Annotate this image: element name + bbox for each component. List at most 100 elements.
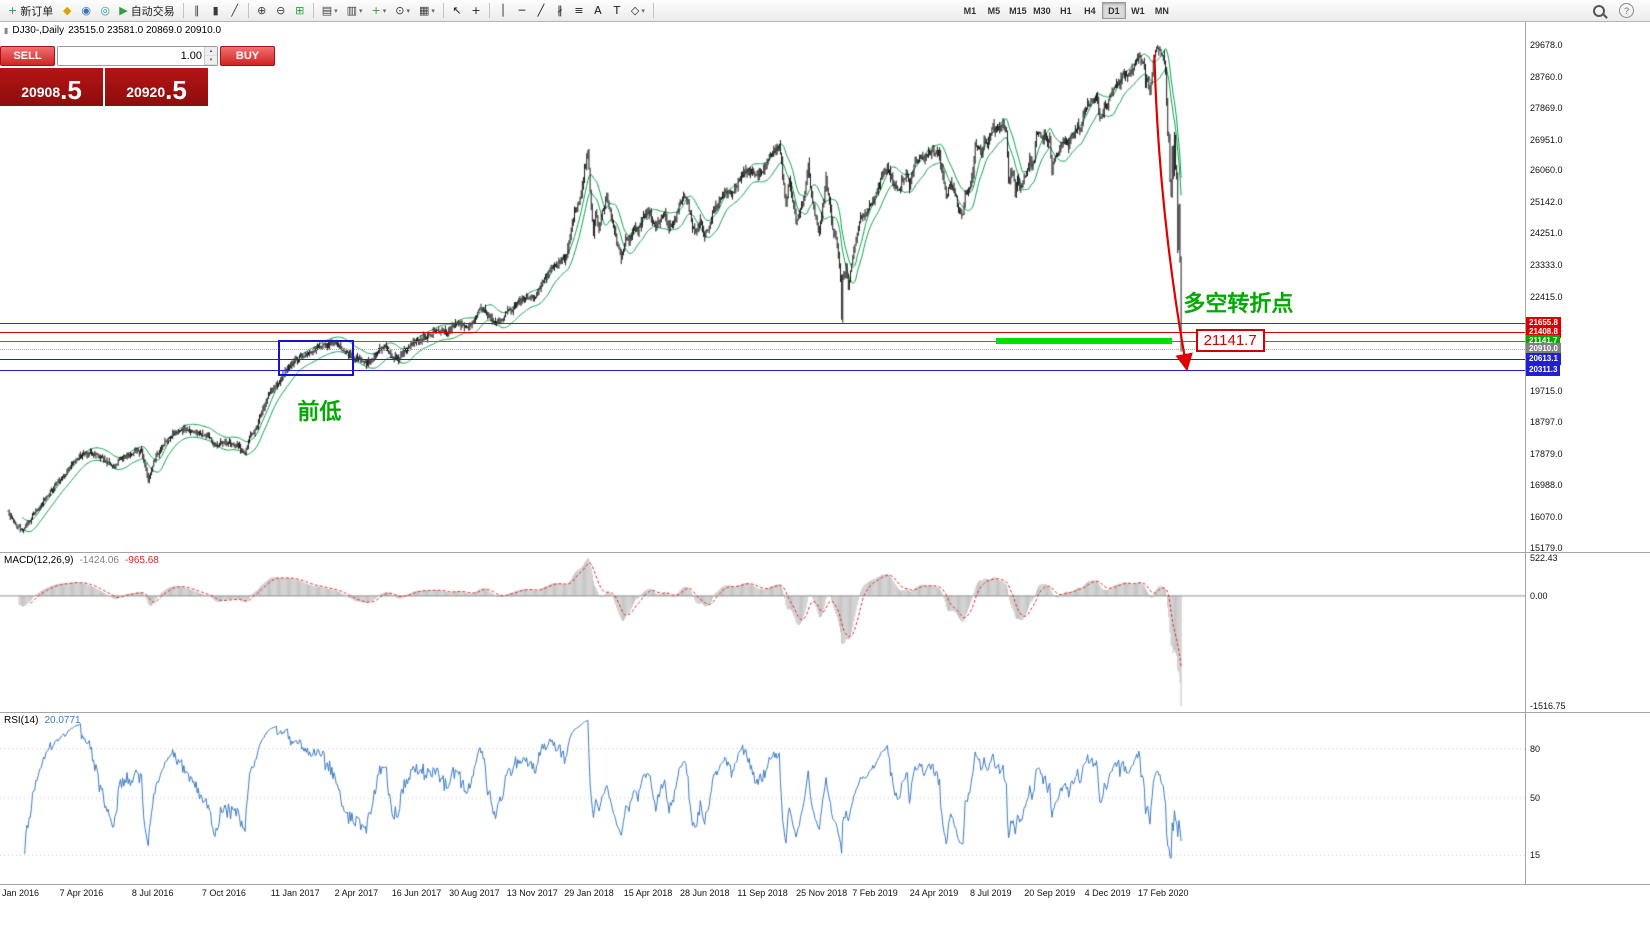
equidistant-channel-button[interactable]: ∦ [551, 2, 569, 20]
time-axis-label: 29 Jan 2018 [564, 888, 614, 898]
time-axis-label: 11 Jan 2017 [270, 888, 320, 898]
text-icon: A [594, 4, 602, 17]
turning-point-annotation[interactable]: 多空转折点 [1183, 292, 1294, 318]
horizontal-line-object[interactable] [0, 370, 1525, 371]
fibonacci-button[interactable]: ≡ [570, 2, 588, 20]
macd-indicator-header: MACD(12,26,9) -1424.06 -965.68 [4, 555, 159, 566]
price-axis-border [1525, 22, 1526, 884]
rsi-canvas[interactable] [0, 712, 1525, 884]
time-axis-label: 24 Apr 2019 [909, 888, 959, 898]
price-chart-canvas[interactable] [0, 22, 1525, 552]
horizontal-line-button[interactable]: ─ [513, 2, 531, 20]
zoom-out-icon: ⊖ [276, 4, 286, 17]
search-button[interactable] [1589, 2, 1609, 20]
templates-button[interactable]: ▦ ▾ [415, 2, 439, 20]
alerts-button[interactable]: ◎ [96, 2, 114, 20]
metaeditor-icon: ◆ [62, 4, 72, 17]
market-watch-button[interactable]: ◉ [77, 2, 95, 20]
indicators-button[interactable]: + ▾ [368, 2, 391, 20]
price-axis-tick: 27869.0 [1530, 103, 1563, 113]
trendline-button[interactable]: ╱ [532, 2, 550, 20]
periods-button[interactable]: ⊙ ▾ [391, 2, 414, 20]
time-axis-label: 8 Jul 2016 [131, 888, 174, 898]
horizontal-line-object[interactable] [0, 323, 1525, 324]
zoom-out-button[interactable]: ⊖ [272, 2, 290, 20]
time-axis-label: 28 Jun 2018 [679, 888, 730, 898]
trendline-icon: ╱ [537, 4, 545, 17]
timeframe-toolbar: M1 M5 M15 M30 H1 H4 D1 W1 MN [958, 2, 1174, 19]
horizontal-line-object[interactable] [0, 359, 1525, 360]
horizontal-line-object[interactable] [0, 341, 1525, 342]
new-order-button[interactable]: + 新订单 [4, 2, 57, 20]
panel-separator[interactable] [0, 552, 1650, 553]
volume-input[interactable] [58, 47, 204, 65]
line-chart-button[interactable]: ╱ [226, 2, 244, 20]
timeframe-h4-button[interactable]: H4 [1078, 2, 1102, 19]
time-axis-label: 25 Nov 2018 [796, 888, 848, 898]
cursor-icon: ↖ [452, 4, 462, 17]
vertical-line-button[interactable]: │ [494, 2, 512, 20]
chevron-down-icon: ▾ [382, 6, 387, 15]
time-axis-label: 17 Feb 2020 [1138, 888, 1189, 898]
new-order-label: 新订单 [20, 5, 54, 18]
vertical-line-icon: │ [499, 4, 507, 17]
shapes-button[interactable]: ◇ ▾ [627, 2, 649, 20]
chart-ohlc-values: 23515.0 23581.0 20869.0 20910.0 [68, 25, 222, 36]
help-button[interactable]: ? [1615, 2, 1638, 20]
cursor-button[interactable]: ↖ [448, 2, 466, 20]
horizontal-line-icon: ─ [518, 4, 526, 17]
timeframe-m15-button[interactable]: M15 [1006, 2, 1030, 19]
bid-price-display[interactable]: 20908 .5 [0, 68, 103, 106]
search-icon [1593, 4, 1605, 17]
ask-price-display[interactable]: 20920 .5 [105, 68, 208, 106]
timeframe-mn-button[interactable]: MN [1150, 2, 1174, 19]
time-axis-label: 7 Oct 2016 [201, 888, 246, 898]
horizontal-line-object[interactable] [0, 332, 1525, 333]
buy-button[interactable]: BUY [220, 46, 275, 66]
macd-signal-value: -965.68 [124, 555, 159, 566]
volume-up-button[interactable]: ▴ [205, 47, 217, 56]
metaeditor-button[interactable]: ◆ [58, 2, 76, 20]
panel-separator[interactable] [0, 712, 1650, 713]
periods-icon: ⊙ [395, 4, 405, 17]
support-highlight-segment[interactable] [996, 338, 1173, 345]
time-axis-label: 8 Jul 2019 [969, 888, 1012, 898]
zoom-in-button[interactable]: ⊕ [253, 2, 271, 20]
price-callout-label[interactable]: 21141.7 [1195, 329, 1265, 353]
autotrading-button[interactable]: ▶ 自动交易 [115, 2, 178, 20]
timeframe-h1-button[interactable]: H1 [1054, 2, 1078, 19]
price-axis-tick: 29678.0 [1530, 40, 1563, 50]
price-tag-label: 20311.3 [1526, 364, 1561, 376]
text-button[interactable]: A [589, 2, 607, 20]
volume-down-button[interactable]: ▾ [205, 56, 217, 65]
bar-chart-button[interactable]: ∥ [188, 2, 206, 20]
toolbar-separator [312, 3, 314, 18]
time-axis-label: 4 Dec 2019 [1084, 888, 1131, 898]
time-axis-label: 7 Apr 2016 [59, 888, 104, 898]
timeframe-m30-button[interactable]: M30 [1030, 2, 1054, 19]
chevron-down-icon: ▾ [334, 6, 338, 15]
timeframe-d1-button[interactable]: D1 [1101, 2, 1126, 19]
price-axis-tick: 23333.0 [1530, 260, 1563, 270]
new-chart-button[interactable]: ▤ ▾ [318, 2, 342, 20]
time-axis-label: 20 Sep 2019 [1024, 888, 1076, 898]
macd-canvas[interactable] [0, 552, 1525, 712]
sell-button[interactable]: SELL [0, 46, 55, 66]
time-axis-label: 15 Apr 2018 [623, 888, 673, 898]
macd-label: MACD(12,26,9) [4, 555, 74, 566]
crosshair-button[interactable]: + [467, 2, 485, 20]
volume-stepper: ▴ ▾ [57, 46, 218, 66]
timeframe-m1-button[interactable]: M1 [958, 2, 982, 19]
prev-low-annotation[interactable]: 前低 [297, 399, 342, 425]
chart-title: ▮ DJ30-,Daily 23515.0 23581.0 20869.0 20… [4, 25, 221, 36]
candlestick-chart-button[interactable]: ▮ [207, 2, 225, 20]
timeframe-w1-button[interactable]: W1 [1126, 2, 1150, 19]
price-axis-tick: 22415.0 [1530, 292, 1563, 302]
text-label-button[interactable]: T [608, 2, 626, 20]
tile-windows-button[interactable]: ⊞ [291, 2, 309, 20]
consolidation-range-box[interactable] [278, 340, 354, 376]
horizontal-line-object[interactable] [0, 349, 1525, 350]
time-axis-label: 2 Apr 2017 [334, 888, 379, 898]
profiles-button[interactable]: ▥ ▾ [343, 2, 367, 20]
timeframe-m5-button[interactable]: M5 [982, 2, 1006, 19]
